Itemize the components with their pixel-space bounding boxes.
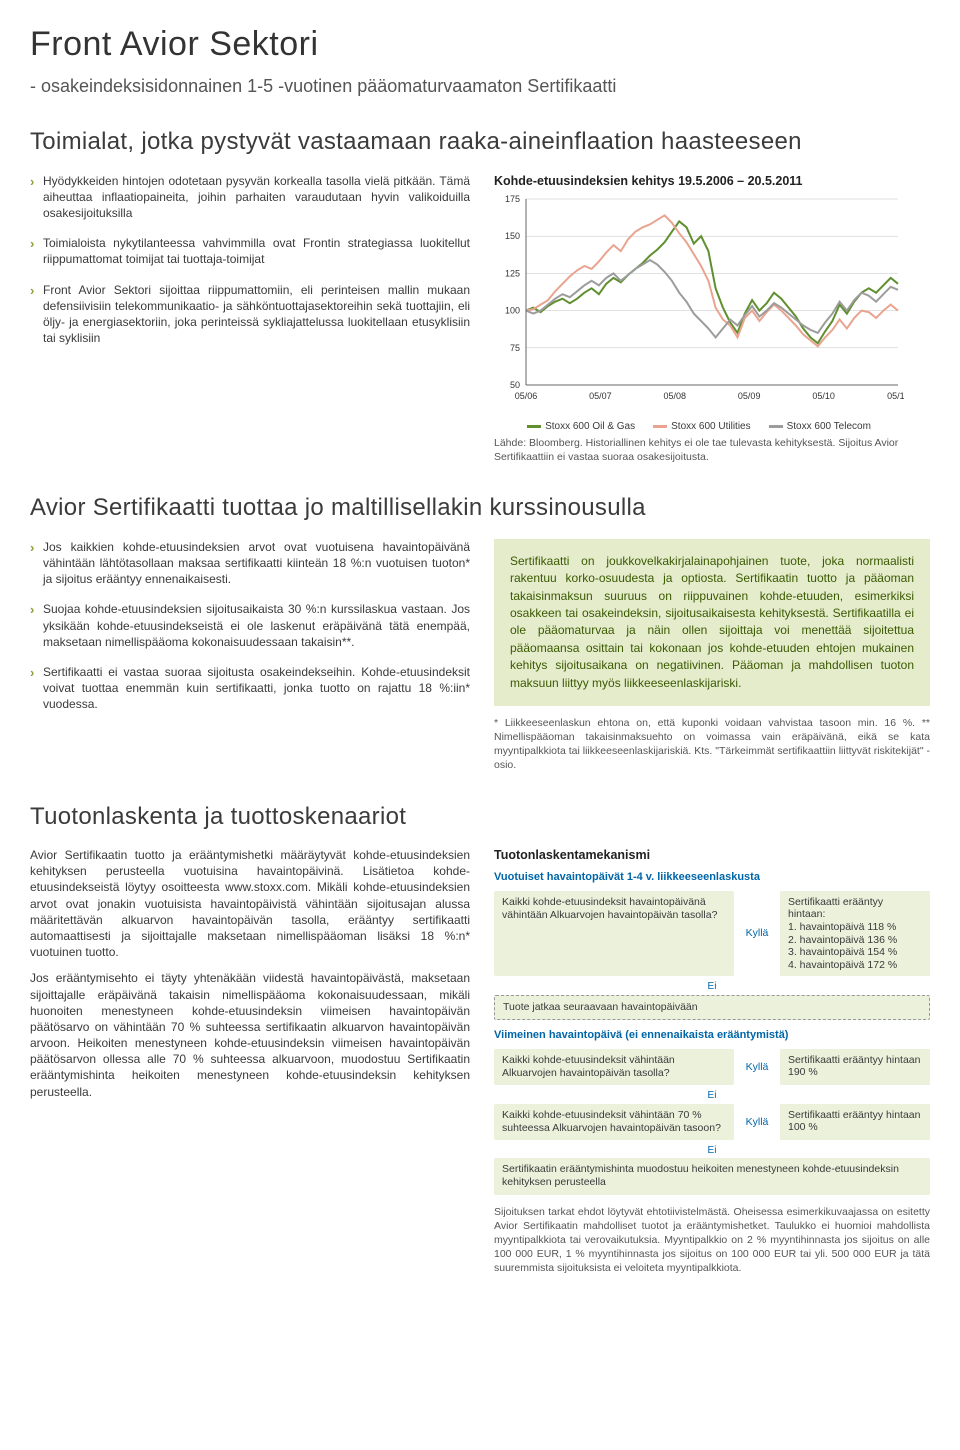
info-box: Sertifikaatti on joukkovelkakirjalainapo… xyxy=(494,539,930,706)
mechanism-sub1: Vuotuiset havaintopäivät 1-4 v. liikkees… xyxy=(494,870,930,885)
mechanism-r2: Sertifikaatti erääntyy hintaan 190 % xyxy=(780,1049,930,1085)
mechanism-yes: Kyllä xyxy=(740,1104,774,1140)
svg-text:05/07: 05/07 xyxy=(589,391,612,401)
section2-heading: Avior Sertifikaatti tuottaa jo maltillis… xyxy=(30,492,930,524)
mechanism-r1-line: 3. havaintopäivä 154 % xyxy=(788,946,922,959)
svg-text:05/06: 05/06 xyxy=(515,391,538,401)
line-chart: Kohde-etuusindeksien kehitys 19.5.2006 –… xyxy=(494,173,904,465)
list-item: Sertifikaatti ei vastaa suoraa sijoitust… xyxy=(30,664,470,713)
svg-text:75: 75 xyxy=(510,343,520,353)
mechanism-r1-line: 2. havaintopäivä 136 % xyxy=(788,934,922,947)
mechanism-diagram: Tuotonlaskentamekanismi Vuotuiset havain… xyxy=(494,847,930,1275)
svg-text:125: 125 xyxy=(505,269,520,279)
list-item: Toimialoista nykytilanteessa vahvimmilla… xyxy=(30,235,470,267)
list-item: Jos kaikkien kohde-etuusindeksien arvot … xyxy=(30,539,470,588)
mechanism-q3: Kaikki kohde-etuusindeksit vähintään 70 … xyxy=(494,1104,734,1140)
section1-bullets: Hyödykkeiden hintojen odotetaan pysyvän … xyxy=(30,173,470,347)
mechanism-q2: Kaikki kohde-etuusindeksit vähintään Alk… xyxy=(494,1049,734,1085)
chart-footnote: Lähde: Bloomberg. Historiallinen kehitys… xyxy=(494,437,904,464)
mechanism-title: Tuotonlaskentamekanismi xyxy=(494,847,930,864)
svg-text:05/10: 05/10 xyxy=(812,391,835,401)
mechanism-r1: Sertifikaatti erääntyy hintaan: 1. havai… xyxy=(780,891,930,977)
mechanism-footnote: Sijoituksen tarkat ehdot löytyvät ehtoti… xyxy=(494,1205,930,1276)
svg-text:50: 50 xyxy=(510,380,520,390)
list-item: Hyödykkeiden hintojen odotetaan pysyvän … xyxy=(30,173,470,222)
mechanism-no: Ei xyxy=(494,979,930,995)
mechanism-no: Ei xyxy=(494,1088,930,1104)
section3-para1: Avior Sertifikaatin tuotto ja erääntymis… xyxy=(30,847,470,960)
list-item: Suojaa kohde-etuusindeksien sijoitusaika… xyxy=(30,601,470,650)
chart-legend: Stoxx 600 Oil & GasStoxx 600 UtilitiesSt… xyxy=(494,420,904,434)
list-item: Front Avior Sektori sijoittaa riippumatt… xyxy=(30,282,470,347)
chart-svg: 50 75 100 125 150 175 05/06 05/07 05/08 05/09 05/1… xyxy=(494,193,904,413)
section3-heading: Tuotonlaskenta ja tuottoskenaariot xyxy=(30,801,930,833)
mechanism-r1-line: 1. havaintopäivä 118 % xyxy=(788,921,922,934)
svg-text:150: 150 xyxy=(505,232,520,242)
page-subtitle: - osakeindeksisidonnainen 1-5 -vuotinen … xyxy=(30,74,930,98)
svg-text:05/11: 05/11 xyxy=(887,391,904,401)
svg-text:100: 100 xyxy=(505,306,520,316)
mechanism-r3: Sertifikaatti erääntyy hintaan 100 % xyxy=(780,1104,930,1140)
section2-bullets: Jos kaikkien kohde-etuusindeksien arvot … xyxy=(30,539,470,713)
page-title: Front Avior Sektori xyxy=(30,22,930,68)
section3-para2: Jos erääntymisehto ei täyty yhtenäkään v… xyxy=(30,970,470,1100)
chart-title: Kohde-etuusindeksien kehitys 19.5.2006 –… xyxy=(494,173,904,190)
mechanism-r1-line: 4. havaintopäivä 172 % xyxy=(788,959,922,972)
mechanism-q1: Kaikki kohde-etuusindeksit havaintopäivä… xyxy=(494,891,734,977)
mechanism-yes: Kyllä xyxy=(740,1049,774,1085)
svg-text:175: 175 xyxy=(505,194,520,204)
section1-heading: Toimialat, jotka pystyvät vastaamaan raa… xyxy=(30,126,930,158)
mechanism-q4: Sertifikaatin erääntymishinta muodostuu … xyxy=(494,1158,930,1194)
mechanism-r1-title: Sertifikaatti erääntyy hintaan: xyxy=(788,896,922,921)
mechanism-sub2: Viimeinen havaintopäivä (ei ennenaikaist… xyxy=(494,1028,930,1043)
svg-text:05/08: 05/08 xyxy=(664,391,687,401)
svg-text:05/09: 05/09 xyxy=(738,391,761,401)
mechanism-continue: Tuote jatkaa seuraavaan havaintopäivään xyxy=(494,995,930,1020)
mechanism-yes: Kyllä xyxy=(740,891,774,977)
section2-footnote: * Liikkeeseenlaskun ehtona on, että kupo… xyxy=(494,716,930,773)
mechanism-no: Ei xyxy=(494,1143,930,1159)
